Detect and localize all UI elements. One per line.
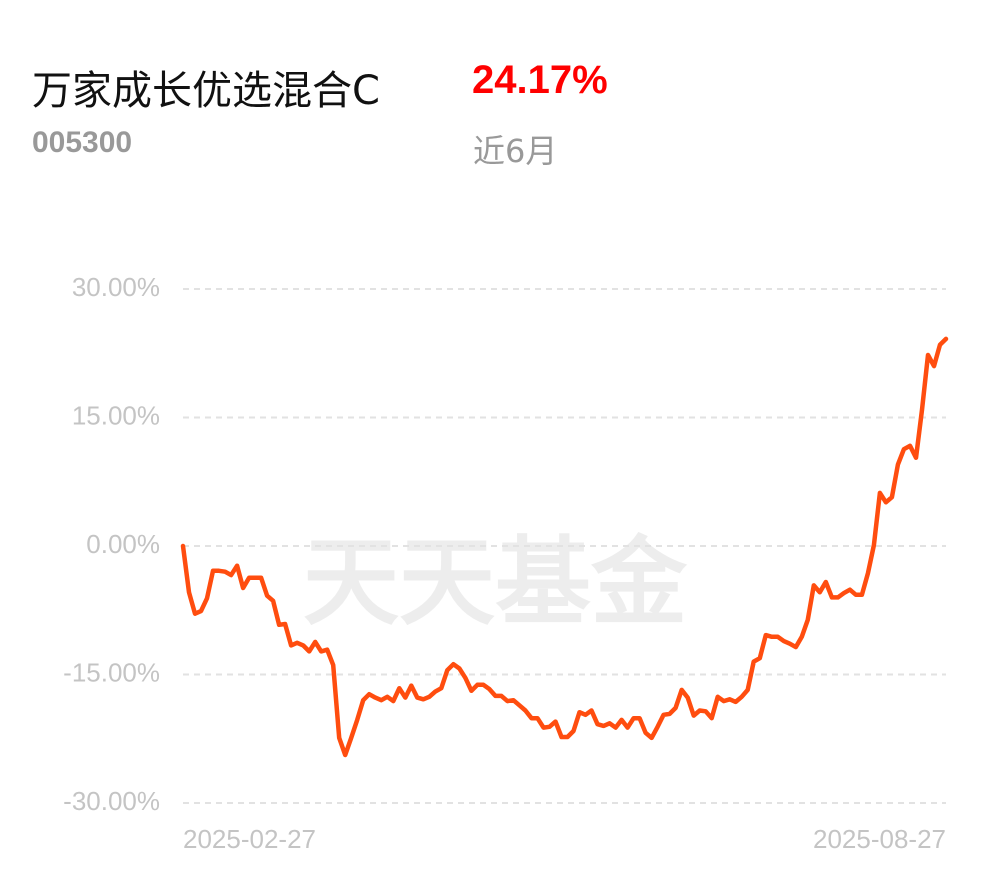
period: 近6月 <box>473 132 558 170</box>
y-tick-label: 30.00% <box>72 272 160 302</box>
y-tick-label: -30.00% <box>63 786 160 816</box>
y-tick-label: 0.00% <box>86 529 160 559</box>
fund-title: 万家成长优选混合C <box>32 68 380 114</box>
line-series <box>180 336 949 758</box>
x-tick-label: 2025-02-27 <box>183 824 316 854</box>
watermark: 天天基金 <box>303 529 688 636</box>
x-tick-label: 2025-08-27 <box>813 824 946 854</box>
y-tick-label: -15.00% <box>63 657 160 687</box>
fund-code: 005300 <box>32 126 133 159</box>
y-tick-label: 15.00% <box>72 400 160 430</box>
fund-return: 24.17% <box>472 58 608 102</box>
